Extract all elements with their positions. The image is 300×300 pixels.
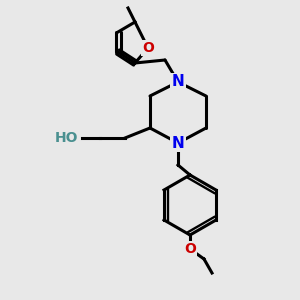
Text: O: O	[184, 242, 196, 256]
Text: HO: HO	[55, 131, 78, 145]
Text: O: O	[142, 41, 154, 55]
Text: N: N	[172, 136, 184, 151]
Text: N: N	[172, 74, 184, 89]
